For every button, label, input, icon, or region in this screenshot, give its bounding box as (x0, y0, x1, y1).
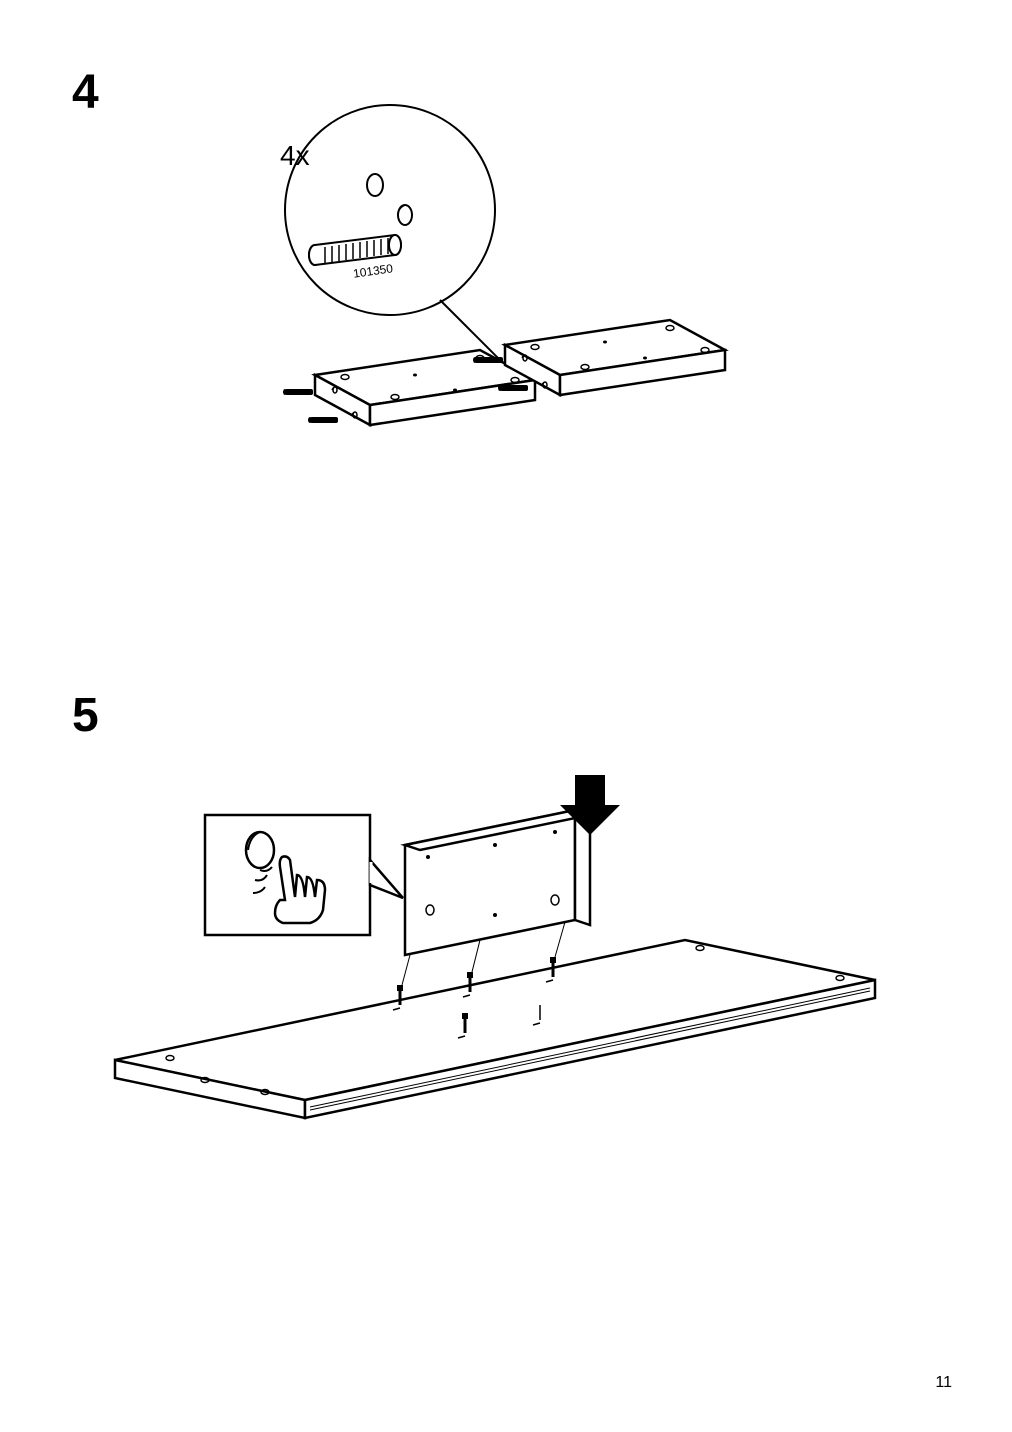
callout-circle (285, 105, 495, 315)
step-4-number: 4 (72, 65, 99, 120)
step-5-diagram (100, 770, 900, 1120)
vertical-panel (402, 810, 590, 985)
right-board (505, 320, 725, 395)
step-4-diagram: 4x 101350 (200, 100, 750, 480)
page-number: 11 (935, 1374, 952, 1392)
base-panel (115, 940, 875, 1118)
step-5-svg (100, 770, 900, 1120)
step-5-number: 5 (72, 688, 99, 743)
quantity-label: 4x (280, 140, 310, 172)
detail-callout (205, 815, 403, 935)
